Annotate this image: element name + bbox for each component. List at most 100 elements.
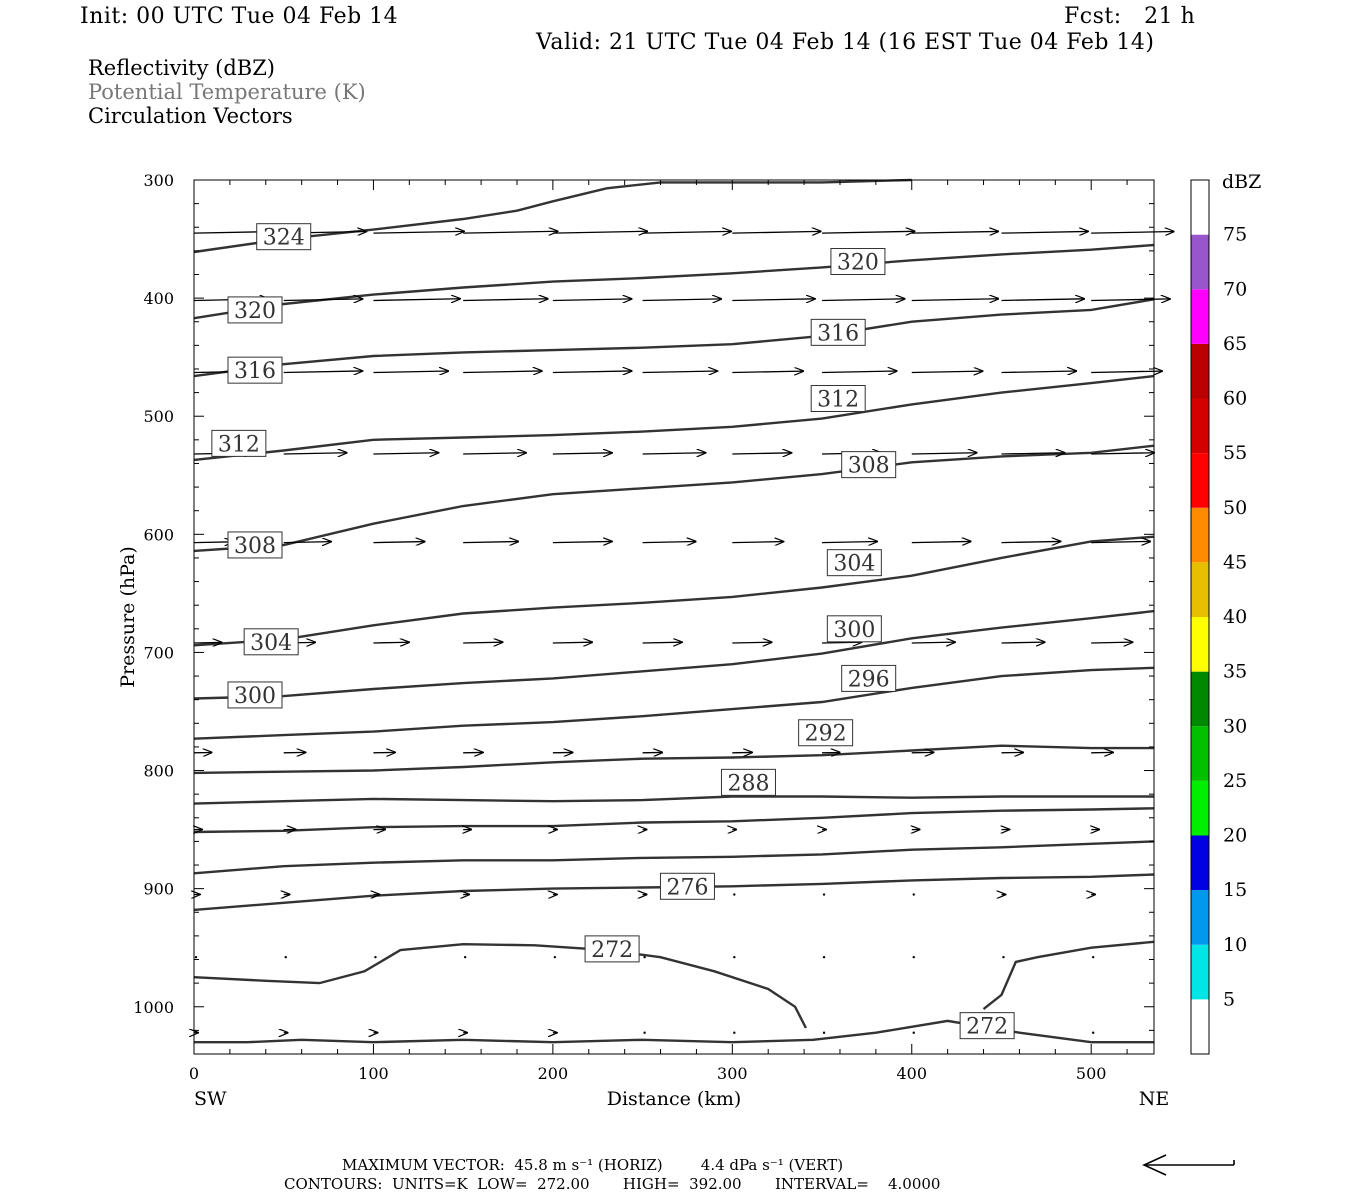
contour-272-2 (982, 940, 1155, 1011)
vector-10-6 (733, 1031, 736, 1034)
colorbar-label-25: 25 (1223, 770, 1247, 792)
colorbar-label-30: 30 (1223, 715, 1247, 737)
vector-0-6 (732, 231, 820, 233)
svg-text:304: 304 (833, 552, 875, 577)
vector-5-2 (373, 642, 408, 643)
vector-4-0 (193, 542, 233, 543)
contour-label-8: 308 (227, 531, 283, 559)
contour-272-1 (193, 942, 807, 1029)
vector-2-7 (822, 371, 897, 372)
vector-9-7 (822, 955, 826, 959)
colorbar-label-45: 45 (1223, 551, 1247, 573)
vector-9-8 (912, 955, 915, 959)
contour-label-2: 320 (227, 296, 283, 324)
vector-9-5 (643, 955, 646, 959)
vector-0-8 (911, 231, 998, 233)
vector-10-10 (1091, 1031, 1095, 1034)
vector-10-8 (912, 1031, 915, 1034)
vector-3-2 (373, 453, 438, 454)
vector-1-2 (373, 299, 459, 301)
vector-2-6 (732, 371, 803, 372)
vector-9-2 (374, 955, 377, 959)
x-tick-label-1: 100 (358, 1064, 389, 1083)
vector-9-1 (284, 955, 287, 959)
vector-2-4 (552, 371, 632, 373)
contour-label-3: 316 (810, 318, 866, 346)
colorbar-swatch-1 (1191, 944, 1209, 1000)
vector-9-9 (1002, 955, 1005, 959)
svg-text:312: 312 (817, 388, 859, 413)
contour-label-18: 272 (959, 1012, 1015, 1040)
vector-3-3 (463, 453, 526, 454)
vector-1-9 (1001, 299, 1084, 301)
vector-1-10 (1091, 299, 1170, 301)
vector-5-9 (1001, 642, 1044, 643)
colorbar-swatch-5 (1191, 726, 1209, 781)
vector-5-10 (1091, 642, 1132, 643)
plot-frame (193, 179, 1155, 1055)
vector-2-9 (1001, 371, 1076, 372)
vector-2-2 (373, 371, 448, 372)
axis-ticks-layer: 0 100 200 300 400 500 300 400 500 600 700 800 900 100… (133, 171, 1154, 1083)
contour-300-9 (193, 609, 1155, 700)
colorbar-label-20: 20 (1223, 825, 1247, 847)
vector-2-8 (911, 371, 983, 372)
vector-2-3 (463, 371, 542, 373)
colorbar-units: dBZ (1222, 171, 1261, 193)
contour-label-0: 324 (256, 223, 312, 251)
contour-label-9: 304 (826, 549, 882, 577)
contour-296-8 (193, 666, 1155, 740)
y-tick-label-1: 400 (143, 289, 174, 308)
contour-324-15 (193, 178, 912, 254)
vector-3-4 (552, 453, 612, 454)
vector-5-3 (463, 642, 502, 643)
vector-3-8 (911, 453, 977, 454)
contour-label-4: 316 (227, 356, 283, 384)
vector-0-7 (822, 231, 914, 233)
colorbar-label-60: 60 (1223, 388, 1247, 410)
vector-1-8 (911, 299, 998, 301)
vector-8-6 (733, 893, 736, 896)
colorbar-swatch-2 (1191, 890, 1209, 945)
svg-text:272: 272 (966, 1015, 1008, 1040)
y-tick-label-3: 600 (143, 525, 174, 544)
contour-292-7 (193, 744, 1154, 775)
colorbar-swatch-9 (1191, 507, 1209, 563)
svg-text:308: 308 (848, 454, 890, 479)
colorbar-swatch-14 (1191, 234, 1209, 290)
colorbar-label-35: 35 (1223, 661, 1247, 683)
contour-label-15: 288 (720, 768, 776, 796)
vector-2-5 (642, 371, 718, 372)
contour-316-13 (193, 298, 1155, 378)
vector-4-1 (283, 542, 331, 543)
colorbar-swatch-6 (1191, 671, 1209, 727)
contour-label-6: 312 (211, 429, 267, 457)
colorbar-label-5: 5 (1223, 988, 1235, 1010)
vector-5-0 (193, 642, 222, 643)
vector-4-10 (1091, 541, 1150, 542)
vector-3-5 (642, 453, 706, 454)
vectors-layer (194, 231, 1174, 1034)
field-reflectivity: Reflectivity (dBZ) (88, 56, 276, 80)
vector-4-4 (552, 541, 612, 542)
contour-284-5 (193, 807, 1155, 834)
contour-308-11 (193, 444, 1155, 553)
vector-9-10 (1091, 955, 1095, 959)
contour-label-7: 308 (841, 451, 897, 479)
contour-label-13: 296 (841, 664, 897, 692)
x-tick-label-2: 200 (538, 1064, 569, 1083)
svg-text:312: 312 (218, 432, 260, 457)
vector-4-3 (463, 541, 518, 542)
x-tick-label-0: 0 (189, 1064, 199, 1083)
contour-280-4 (193, 840, 1155, 875)
forecast-hour: Fcst: 21 h (1064, 4, 1196, 29)
footer-max-vector: MAXIMUM VECTOR: 45.8 m s⁻¹ (HORIZ) 4.4 d… (342, 1156, 844, 1174)
vector-9-4 (553, 955, 557, 959)
y-tick-label-7: 1000 (133, 998, 174, 1017)
vector-3-1 (283, 453, 347, 454)
colorbar-label-10: 10 (1223, 934, 1247, 956)
field-potential-temperature: Potential Temperature (K) (88, 80, 366, 104)
svg-text:300: 300 (833, 618, 875, 643)
contour-label-12: 300 (227, 681, 283, 709)
